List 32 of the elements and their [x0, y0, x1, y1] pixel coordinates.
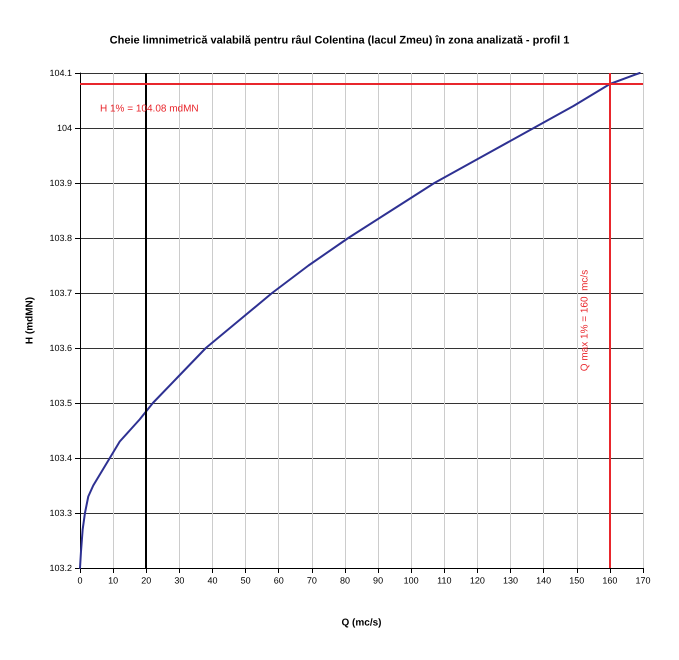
y-tick-label: 103.9: [49, 178, 72, 188]
y-tick-label: 104.1: [49, 68, 72, 78]
x-tick-label: 30: [174, 576, 184, 586]
x-tick-label: 10: [108, 576, 118, 586]
x-tick-label: 120: [470, 576, 485, 586]
y-tick-label: 103.7: [49, 288, 72, 298]
y-tick-label: 104: [56, 123, 72, 133]
chart-title: Cheie limnimetrică valabilă pentru râul Colentina (lacul Zmeu) în zona analizată - profil 1: [110, 34, 570, 46]
x-tick-label: 150: [569, 576, 584, 586]
x-tick-label: 80: [340, 576, 350, 586]
y-tick-label: 103.4: [49, 453, 72, 463]
x-tick-label: 160: [602, 576, 618, 586]
x-tick-label: 60: [274, 576, 284, 586]
x-tick-label: 70: [306, 576, 317, 586]
y-tick-label: 103.8: [49, 233, 72, 243]
x-tick-label: 130: [503, 576, 518, 586]
y-tick-label: 103.5: [49, 398, 72, 408]
x-tick-label: 110: [437, 576, 452, 586]
x-tick-label: 100: [404, 576, 419, 586]
x-tick-label: 20: [141, 576, 152, 586]
x-tick-label: 50: [240, 576, 251, 586]
x-tick-label: 0: [77, 576, 83, 586]
y-tick-label: 103.3: [49, 508, 72, 518]
y-tick-label: 103.6: [49, 343, 72, 353]
x-axis-title: Q (mc/s): [341, 618, 382, 628]
y-tick-label: 103.2: [49, 563, 72, 573]
x-tick-label: 140: [536, 576, 552, 586]
x-tick-label: 90: [373, 576, 384, 586]
x-tick-label: 170: [635, 576, 651, 586]
ref-line-label: Q max 1% = 160 mc/s: [579, 270, 590, 372]
y-axis-title: H (mdMN): [24, 296, 36, 344]
x-tick-label: 40: [207, 576, 218, 586]
